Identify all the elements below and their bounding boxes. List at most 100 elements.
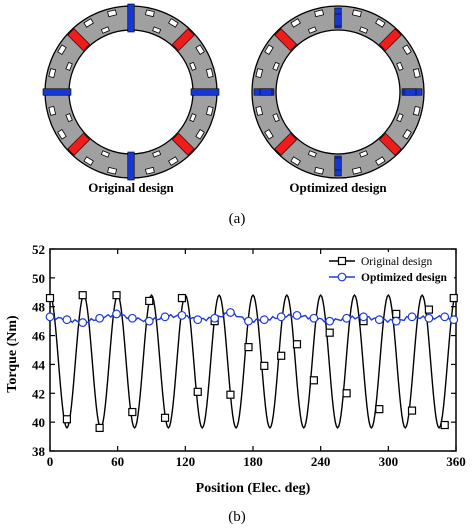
blue-magnet	[190, 88, 220, 96]
original-point	[277, 351, 286, 360]
x-axis-label: Position (Elec. deg)	[196, 481, 311, 496]
optimized-point	[244, 316, 253, 326]
original-point	[145, 296, 154, 306]
original-point	[449, 293, 458, 303]
red-magnet	[171, 132, 195, 156]
outer-slot	[290, 18, 301, 28]
optimized-point	[259, 315, 269, 325]
blue-magnet-inner	[334, 13, 342, 27]
original-point	[177, 293, 187, 303]
inner-slot	[189, 113, 197, 123]
subfigure-b-label: (b)	[228, 509, 246, 525]
original-point	[193, 387, 202, 396]
original-point	[309, 376, 318, 385]
optimized-point	[45, 312, 55, 322]
ring-inner-edge	[275, 29, 401, 155]
optimized-point	[127, 313, 137, 323]
blue-magnet	[127, 3, 135, 33]
subfigure-a-label: (a)	[229, 211, 246, 227]
original-point	[407, 406, 417, 415]
inner-slot	[152, 26, 162, 34]
optimized-point	[210, 313, 220, 323]
optimized-point	[78, 318, 88, 327]
optimized-point	[440, 312, 450, 322]
original-point	[160, 413, 170, 422]
ring-outer-edge	[251, 5, 425, 179]
original-design-caption: Original design	[88, 180, 174, 195]
optimized-point	[160, 312, 170, 322]
x-axis: 0 60 120 180 240 300 360	[47, 249, 466, 469]
outer-slot	[195, 44, 205, 55]
inner-slot	[100, 26, 110, 34]
optimized-point	[112, 309, 121, 319]
inner-slot	[396, 61, 404, 71]
blue-magnet	[127, 151, 135, 181]
series-markers	[45, 291, 459, 433]
outer-slot	[264, 129, 274, 140]
original-point	[244, 343, 253, 352]
outer-slot	[168, 18, 179, 28]
x-tick-label: 120	[176, 454, 196, 469]
y-tick-label: 40	[32, 415, 45, 430]
outer-slot	[57, 44, 67, 55]
outer-slot	[264, 44, 274, 55]
original-point	[95, 423, 104, 433]
inner-slot	[65, 113, 73, 123]
optimized-point	[407, 312, 417, 322]
outer-slot	[351, 166, 362, 175]
optimized-point	[292, 310, 302, 320]
y-tick-label: 38	[32, 444, 46, 459]
original-point	[62, 415, 72, 424]
outer-slot	[83, 18, 94, 28]
outer-slot	[48, 68, 57, 79]
outer-slot	[255, 68, 264, 79]
outer-slot	[48, 105, 57, 116]
legend-label-original: Original design	[361, 256, 432, 268]
optimized-design-caption: Optimized design	[289, 180, 387, 195]
optimized-point	[62, 315, 72, 325]
y-tick-label: 50	[32, 271, 45, 286]
outer-slot	[412, 105, 421, 116]
original-point	[260, 361, 269, 370]
original-point	[440, 420, 449, 430]
outer-slot	[144, 9, 155, 18]
original-point	[424, 305, 434, 314]
outer-slot	[402, 129, 412, 140]
optimized-point	[226, 308, 235, 317]
legend: Original design Optimized design	[324, 252, 454, 285]
inner-slot	[396, 113, 404, 123]
y-axis: 38 40 42 44 46 48 50 52	[32, 242, 456, 459]
inner-slot	[359, 26, 369, 34]
optimized-point	[325, 316, 335, 326]
y-tick-label: 42	[32, 386, 45, 401]
red-magnet	[274, 28, 298, 52]
outer-slot	[168, 156, 179, 166]
outer-slot	[290, 156, 301, 166]
outer-slot	[351, 9, 362, 18]
optimized-point	[95, 313, 105, 323]
original-point	[128, 407, 137, 417]
torque-chart: 38 40 42 44 46 48 50 52 0 60 120 180 240 300 360 Orig…	[5, 242, 466, 496]
red-magnet	[67, 28, 91, 52]
x-tick-label: 300	[379, 454, 399, 469]
original-point	[112, 291, 121, 300]
y-tick-label: 52	[32, 242, 45, 257]
outer-slot	[255, 105, 264, 116]
y-tick-label: 48	[32, 300, 46, 315]
legend-marker-original	[337, 256, 347, 266]
inner-slot	[272, 61, 280, 71]
outer-slot	[195, 129, 205, 140]
inner-slot	[100, 150, 110, 158]
inner-slot	[307, 150, 317, 158]
original-point	[392, 309, 401, 319]
original-point	[375, 405, 384, 414]
legend-marker-optimized	[337, 272, 347, 282]
outer-slot	[107, 166, 118, 175]
blue-magnet-inner	[259, 88, 273, 96]
optimized-point	[193, 315, 203, 325]
optimized-point	[276, 312, 286, 322]
original-design-diagram	[42, 3, 220, 181]
optimized-point	[342, 313, 352, 323]
outer-slot	[57, 129, 67, 140]
